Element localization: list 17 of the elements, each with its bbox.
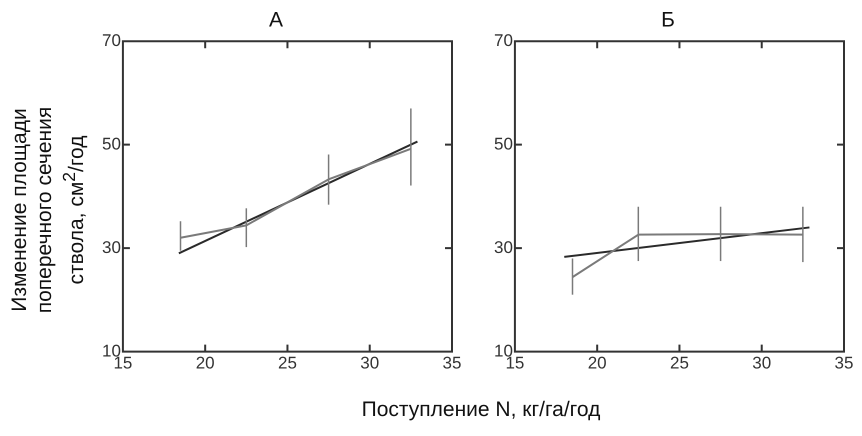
x-tick-label: 35	[442, 353, 462, 372]
chart-title: А	[268, 8, 284, 32]
x-tick-label: 30	[360, 353, 380, 372]
x-tick-label: 30	[752, 353, 772, 372]
x-tick-label: 35	[834, 353, 854, 372]
x-axis-title: Поступление N, кг/га/год	[360, 398, 602, 422]
y-tick-label: 30	[102, 238, 121, 257]
y-tick-label: 30	[494, 238, 513, 257]
x-tick-label: 20	[196, 353, 215, 372]
y-tick-label: 50	[102, 134, 121, 154]
x-tick-label: 25	[278, 353, 297, 372]
x-tick-label: 25	[670, 353, 689, 372]
y-tick-label: 70	[102, 30, 121, 50]
y-tick-label: 70	[494, 30, 513, 50]
y-tick-label: 50	[494, 134, 513, 154]
chart-title: Б	[661, 8, 675, 32]
x-tick-label: 20	[588, 353, 607, 372]
